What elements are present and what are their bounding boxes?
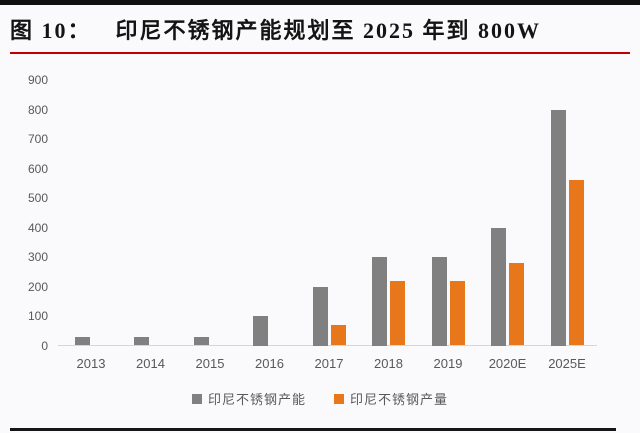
y-axis-tick-label: 100 bbox=[27, 309, 48, 323]
x-axis-line bbox=[58, 345, 597, 346]
x-axis-tick-label: 2017 bbox=[314, 356, 344, 371]
bar-production-2025E bbox=[568, 180, 584, 346]
capacity-legend-swatch-icon bbox=[191, 393, 202, 404]
x-axis-tick-label: 2014 bbox=[136, 356, 165, 371]
y-axis-tick-label: 600 bbox=[27, 161, 48, 176]
bar-production-2017 bbox=[330, 324, 346, 346]
top-divider-bar bbox=[0, 0, 640, 5]
x-axis-tick-label: 2025E bbox=[548, 356, 586, 371]
x-axis-tick-label: 2018 bbox=[374, 356, 403, 371]
x-axis-tick-label: 2020E bbox=[488, 356, 527, 371]
title-underline bbox=[10, 52, 630, 54]
figure-title-text: 印尼不锈钢产能规划至 2025 年到 800W bbox=[115, 18, 542, 43]
y-axis-tick-label: 400 bbox=[27, 220, 48, 235]
bar-capacity-2018 bbox=[372, 257, 387, 346]
x-axis-tick-label: 2013 bbox=[76, 356, 106, 371]
y-axis-tick-label: 800 bbox=[27, 102, 48, 117]
production-legend-swatch-icon bbox=[334, 393, 344, 404]
capacity-legend-label: 印尼不锈钢产能 bbox=[207, 392, 306, 407]
legend-item-production: 印尼不锈钢产量 bbox=[334, 389, 448, 408]
bar-capacity-2013 bbox=[74, 336, 90, 346]
bar-production-2020E bbox=[509, 262, 524, 346]
bar-capacity-2025E bbox=[550, 109, 566, 346]
figure-number-label: 图 10： bbox=[10, 18, 92, 43]
bar-capacity-2017 bbox=[312, 286, 328, 346]
bar-capacity-2020E bbox=[491, 227, 506, 346]
chart-legend: 印尼不锈钢产能 印尼不锈钢产量 bbox=[0, 389, 640, 408]
y-axis-tick-label: 0 bbox=[41, 338, 48, 353]
x-axis-tick-label: 2015 bbox=[195, 356, 225, 371]
figure-title: 图 10： 印尼不锈钢产能规划至 2025 年到 800W bbox=[10, 13, 541, 45]
y-axis-tick-label: 900 bbox=[27, 73, 48, 87]
bar-production-2018 bbox=[390, 280, 405, 346]
production-legend-label: 印尼不锈钢产量 bbox=[350, 392, 449, 407]
bar-capacity-2015 bbox=[193, 336, 209, 346]
bar-production-2019 bbox=[449, 280, 465, 346]
x-axis-tick-label: 2019 bbox=[433, 356, 463, 371]
bar-capacity-2016 bbox=[253, 316, 268, 346]
y-axis-tick-label: 500 bbox=[27, 191, 48, 205]
y-axis-tick-label: 300 bbox=[27, 250, 48, 264]
y-axis-tick-label: 200 bbox=[27, 279, 48, 294]
bar-capacity-2019 bbox=[431, 257, 447, 346]
legend-item-capacity: 印尼不锈钢产能 bbox=[191, 389, 306, 408]
x-axis-tick-label: 2016 bbox=[255, 356, 284, 371]
bar-capacity-2014 bbox=[134, 336, 149, 346]
y-axis-tick-label: 700 bbox=[27, 132, 48, 146]
bottom-divider-bar bbox=[10, 428, 616, 431]
